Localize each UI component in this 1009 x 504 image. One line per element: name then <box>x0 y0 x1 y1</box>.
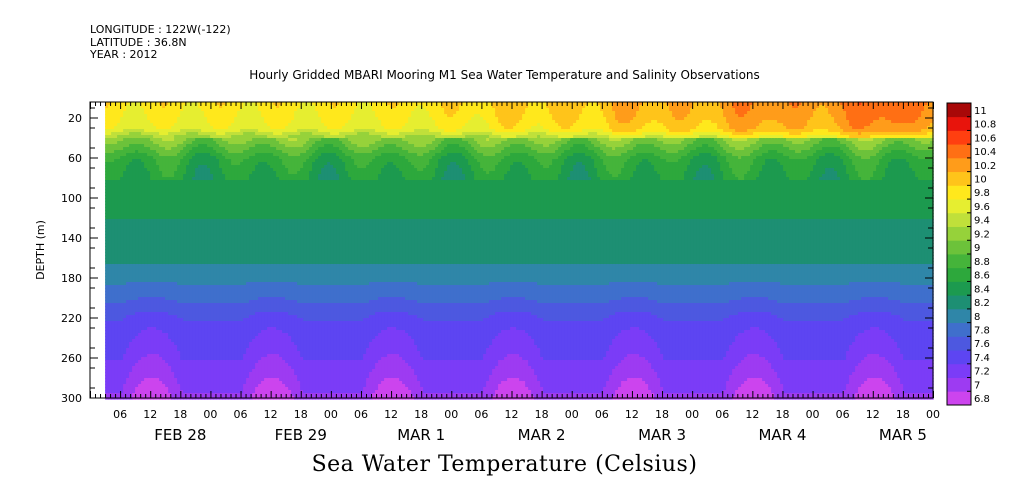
chart-svg: 06 12 18 00 06 12 18 00 06 12 18 00 06 12 18 00 06 12 18 00… <box>34 101 996 444</box>
heatmap-layer <box>105 102 934 400</box>
